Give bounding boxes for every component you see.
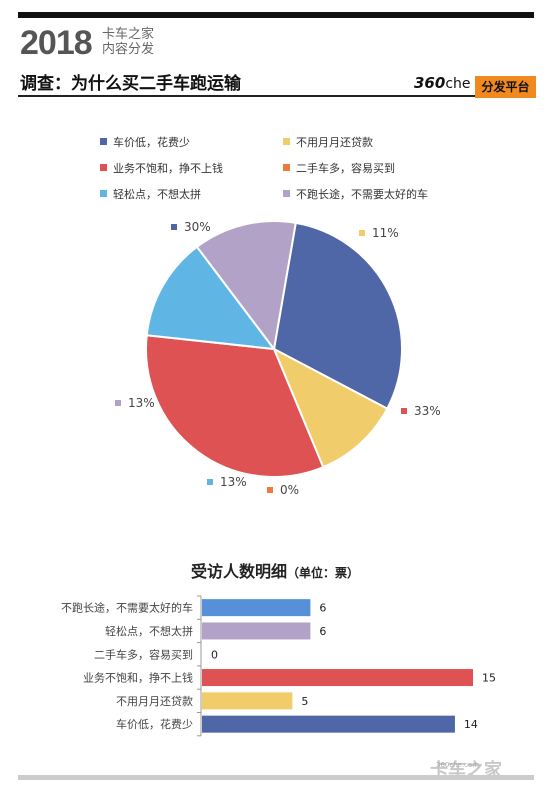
pie-data-label: 30% xyxy=(184,220,211,234)
pie-label-marker xyxy=(359,230,365,236)
bar-chart-title: 受访人数明细（单位：票） xyxy=(0,558,550,582)
bar-value-label: 14 xyxy=(464,718,478,731)
distribution-badge: 分发平台 xyxy=(475,76,536,98)
bar-value-label: 6 xyxy=(319,602,326,615)
bar-category-label: 二手车多，容易买到 xyxy=(94,647,193,661)
pie-slice xyxy=(195,220,297,352)
site-logo: 360che xyxy=(414,74,471,92)
legend-item: 业务不饱和，挣不上钱 xyxy=(100,160,223,176)
legend-swatch xyxy=(283,138,290,145)
legend-swatch xyxy=(100,164,107,171)
bar xyxy=(202,599,311,617)
legend-label: 轻松点，不想太拼 xyxy=(113,188,201,201)
legend-swatch xyxy=(100,190,107,197)
bar-chart-title-text: 受访人数明细 xyxy=(190,562,287,581)
pie-slice xyxy=(272,221,403,411)
legend-item: 车价低，花费少 xyxy=(100,134,190,150)
bar-category-label: 不跑长途，不需要太好的车 xyxy=(61,601,193,615)
bar-value-label: 15 xyxy=(482,672,496,685)
bar xyxy=(202,669,473,687)
pie-label-marker xyxy=(401,408,407,414)
year-label: 2018 xyxy=(20,24,93,62)
bar xyxy=(202,622,311,640)
bar-value-label: 0 xyxy=(211,648,218,661)
logo-number: 360 xyxy=(414,74,446,92)
bar-chart-unit: （单位：票） xyxy=(287,566,360,580)
legend-item: 不用月月还贷款 xyxy=(283,134,373,150)
brand-line-2: 内容分发 xyxy=(102,42,155,57)
legend-label: 不用月月还贷款 xyxy=(296,136,373,149)
pie-slice xyxy=(145,334,325,478)
pie-data-label: 13% xyxy=(128,396,155,410)
bar-category-label: 业务不饱和，挣不上钱 xyxy=(83,671,193,685)
pie-data-label: 0% xyxy=(280,483,299,497)
legend-label: 二手车多，容易买到 xyxy=(296,162,395,175)
bar-value-label: 6 xyxy=(319,625,326,638)
logo-che: che xyxy=(445,76,471,92)
legend-label: 不跑长途，不需要太好的车 xyxy=(296,188,428,201)
legend-swatch xyxy=(283,190,290,197)
bar-category-label: 不用月月还贷款 xyxy=(116,694,193,708)
page-title: 调查：为什么买二手车跑运输 xyxy=(20,74,241,94)
top-rule xyxy=(18,12,534,18)
legend-label: 业务不饱和，挣不上钱 xyxy=(113,162,223,175)
bottom-rule xyxy=(18,775,534,780)
title-rule xyxy=(18,95,534,97)
brand-label: 卡车之家 内容分发 xyxy=(102,27,154,57)
bar-category-label: 车价低，花费少 xyxy=(116,717,193,731)
pie-label-marker xyxy=(267,487,273,493)
bar-value-label: 5 xyxy=(301,695,308,708)
pie-slice xyxy=(272,346,389,469)
pie-data-label: 33% xyxy=(414,404,441,418)
bar xyxy=(202,715,455,733)
pie-label-marker xyxy=(115,400,121,406)
pie-label-marker xyxy=(171,224,177,230)
pie-data-label: 13% xyxy=(220,475,247,489)
legend-item: 二手车多，容易买到 xyxy=(283,160,395,176)
legend-swatch xyxy=(283,164,290,171)
bar-category-label: 轻松点，不想太拼 xyxy=(105,624,193,638)
legend-swatch xyxy=(100,138,107,145)
legend-label: 车价低，花费少 xyxy=(113,136,190,149)
watermark-url: 360che.com xyxy=(436,761,480,769)
bar xyxy=(202,692,293,710)
legend-item: 轻松点，不想太拼 xyxy=(100,186,201,202)
legend-item: 不跑长途，不需要太好的车 xyxy=(283,186,428,202)
pie-slice xyxy=(145,245,277,351)
brand-line-1: 卡车之家 xyxy=(102,27,155,42)
pie-label-marker xyxy=(207,479,213,485)
pie-data-label: 11% xyxy=(372,226,399,240)
